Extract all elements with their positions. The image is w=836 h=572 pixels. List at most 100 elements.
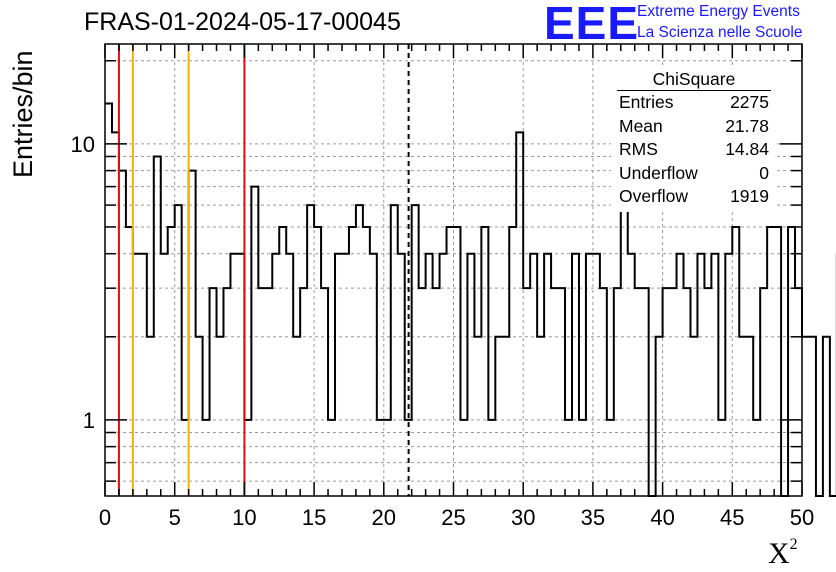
chart-title: FRAS-01-2024-05-17-00045	[84, 8, 401, 36]
histogram-bin	[809, 337, 816, 496]
stats-key: Mean	[619, 115, 663, 136]
histogram-bin	[426, 254, 433, 496]
histogram-bin	[565, 420, 572, 496]
histogram-bin	[523, 288, 530, 496]
histogram-bin	[370, 254, 377, 496]
x-axis-label-sup: 2	[789, 536, 798, 553]
histogram-bin	[454, 227, 461, 496]
histogram-bin	[732, 227, 739, 496]
histogram-bin	[544, 254, 551, 496]
histogram-bin	[440, 254, 447, 496]
histogram-bin	[795, 288, 802, 496]
histogram-bin	[551, 288, 558, 496]
x-tick-label: 30	[511, 505, 535, 530]
histogram-bin	[300, 288, 307, 496]
histogram-bin	[168, 227, 175, 496]
histogram-bin	[182, 420, 189, 496]
histogram-bin	[607, 420, 614, 496]
histogram-bin	[412, 205, 419, 496]
histogram-bin	[558, 288, 565, 496]
stats-box: ChiSquare Entries 2275 Mean 21.78 RMS 14.84…	[611, 68, 775, 209]
histogram-bin	[502, 337, 509, 496]
stats-row-entries: Entries 2275	[611, 91, 775, 115]
histogram-bin	[516, 132, 523, 496]
histogram-bin	[272, 254, 279, 496]
stats-row-overflow: Overflow 1919	[611, 185, 775, 209]
histogram-bin	[398, 254, 405, 496]
stats-value: 21.78	[725, 115, 769, 136]
histogram-bin	[161, 254, 168, 496]
histogram-bin	[140, 254, 147, 496]
histogram-bin	[530, 254, 537, 496]
histogram-bin	[753, 420, 760, 496]
y-tick-label: 10	[71, 132, 95, 157]
x-tick-label: 10	[232, 505, 256, 530]
x-tick-label: 45	[720, 505, 744, 530]
histogram-bin	[154, 156, 161, 496]
histogram-bin	[788, 227, 795, 496]
histogram-bin	[251, 187, 258, 496]
y-tick-label: 1	[83, 408, 95, 433]
histogram-bin	[147, 337, 154, 496]
histogram-bin	[600, 288, 607, 496]
histogram-bin	[203, 420, 210, 496]
histogram-bin	[663, 288, 670, 496]
histogram-bin	[356, 205, 363, 496]
histogram-bin	[621, 205, 628, 496]
stats-row-rms: RMS 14.84	[611, 138, 775, 162]
histogram-series	[105, 102, 836, 497]
eee-logo: EEE	[544, 0, 640, 49]
histogram-bin	[279, 227, 286, 496]
histogram-bin	[642, 288, 649, 496]
stats-key: Overflow	[619, 186, 689, 206]
histogram-bin	[767, 227, 774, 496]
histogram-bin	[690, 337, 697, 496]
histogram-bin	[467, 254, 474, 496]
stats-value: 1919	[730, 186, 769, 206]
stats-row-mean: Mean 21.78	[611, 115, 775, 139]
histogram-bin	[286, 254, 293, 496]
histogram-bin	[614, 288, 621, 496]
histogram-bin	[579, 420, 586, 496]
histogram-bin	[321, 288, 328, 496]
histogram-bin	[328, 420, 335, 496]
stats-key: Entries	[619, 92, 674, 112]
logo-subtitle-1: Extreme Energy Events	[637, 3, 800, 20]
stats-value: 2275	[730, 92, 769, 112]
histogram-bin	[586, 254, 593, 496]
histogram-bin	[677, 254, 684, 496]
x-tick-label: 15	[302, 505, 326, 530]
stats-key: RMS	[619, 139, 658, 159]
histogram-bin	[746, 337, 753, 496]
histogram-bin	[593, 254, 600, 496]
histogram-bin	[307, 205, 314, 496]
histogram-bin	[342, 254, 349, 496]
histogram-bin	[133, 254, 140, 496]
x-tick-label: 40	[650, 505, 674, 530]
histogram-bin	[223, 288, 230, 496]
histogram-bin	[237, 254, 244, 496]
histogram-bin	[760, 288, 767, 496]
histogram-bin	[419, 288, 426, 496]
histogram-bin	[196, 337, 203, 496]
histogram-bin	[823, 337, 830, 496]
histogram-bin	[711, 254, 718, 496]
x-tick-label: 35	[581, 505, 605, 530]
histogram-bin	[391, 205, 398, 496]
histogram-bin	[774, 227, 781, 496]
x-tick-label: 5	[169, 505, 181, 530]
histogram-bin	[718, 420, 725, 496]
histogram-bin	[488, 420, 495, 496]
histogram-bin	[210, 288, 217, 496]
histogram-bin	[684, 288, 691, 496]
x-axis-label: X2	[768, 536, 798, 571]
histogram-bin	[314, 227, 321, 496]
stats-value: 0	[759, 162, 769, 183]
histogram-bin	[656, 337, 663, 496]
stats-row-underflow: Underflow 0	[611, 162, 775, 186]
histogram-bin	[628, 254, 635, 496]
x-tick-label: 25	[441, 505, 465, 530]
histogram-bin	[384, 420, 391, 496]
histogram-bin	[739, 337, 746, 496]
histogram-bin	[572, 254, 579, 496]
